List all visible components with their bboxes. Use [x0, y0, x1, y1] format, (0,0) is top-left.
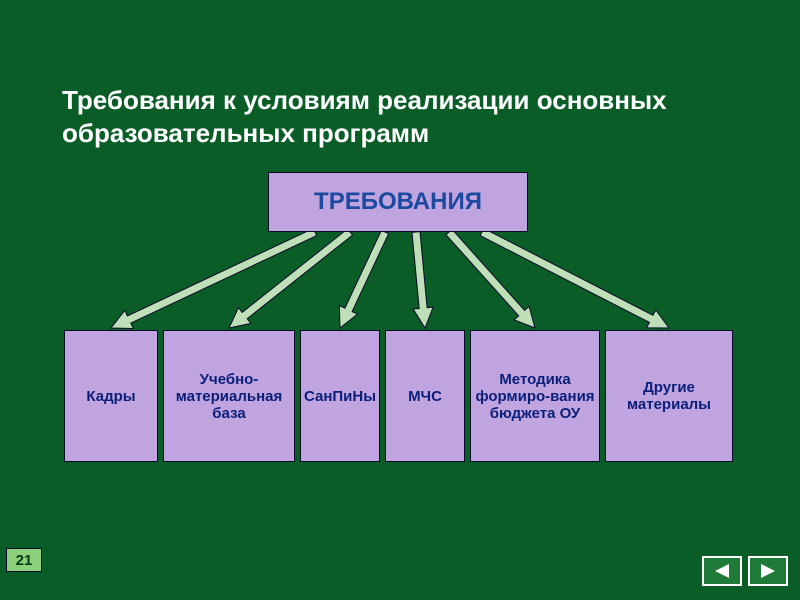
root-box-label: ТРЕБОВАНИЯ [314, 188, 482, 216]
page-number-text: 21 [16, 552, 33, 569]
slide-title: Требования к условиям реализации основны… [62, 84, 762, 149]
prev-slide-button[interactable] [702, 556, 742, 586]
child-box-1: Учебно-материальная база [163, 330, 295, 462]
child-box-label: Учебно-материальная база [168, 371, 290, 422]
child-box-label: Другие материалы [610, 379, 728, 413]
child-box-label: СанПиНы [304, 388, 376, 405]
page-number-badge: 21 [6, 548, 42, 572]
child-box-label: МЧС [408, 388, 442, 405]
child-box-2: СанПиНы [300, 330, 380, 462]
child-box-label: Кадры [86, 388, 135, 405]
child-box-0: Кадры [64, 330, 158, 462]
child-box-3: МЧС [385, 330, 465, 462]
child-box-4: Методика формиро-вания бюджета ОУ [470, 330, 600, 462]
child-box-5: Другие материалы [605, 330, 733, 462]
triangle-right-icon [757, 562, 779, 580]
child-box-label: Методика формиро-вания бюджета ОУ [475, 371, 595, 422]
slide: Требования к условиям реализации основны… [0, 0, 800, 600]
next-slide-button[interactable] [748, 556, 788, 586]
root-box: ТРЕБОВАНИЯ [268, 172, 528, 232]
triangle-left-icon [711, 562, 733, 580]
